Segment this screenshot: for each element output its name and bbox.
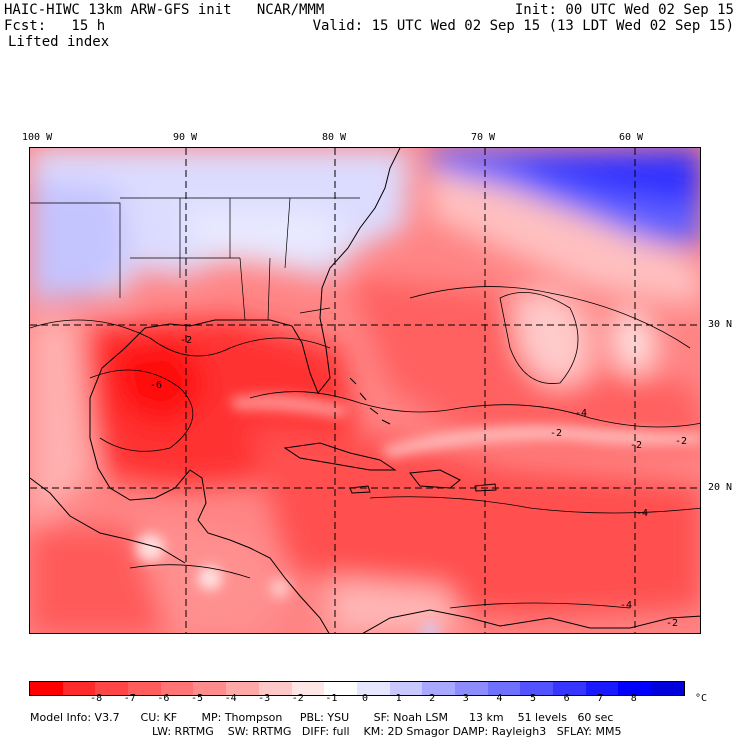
colorbar-tick-label: -3: [258, 693, 271, 704]
colorbar-unit: °C: [695, 693, 708, 704]
colorbar-tick-label: 0: [361, 693, 369, 704]
colorbar-tick-label: -5: [190, 693, 204, 704]
colorbar-tick-label: 4: [496, 693, 503, 704]
colorbar-tick-label: -4: [224, 693, 237, 704]
colorbar-swatch: [553, 682, 586, 695]
contour-label: -2: [180, 335, 192, 346]
colorbar-swatch: [454, 682, 488, 695]
contour-label: -4: [575, 408, 587, 419]
colorbar-swatch: [520, 682, 553, 695]
colorbar-tick-label: -6: [157, 693, 170, 704]
colorbar-swatch: [95, 682, 129, 695]
model-title: HAIC-HIWC 13km ARW-GFS init NCAR/MMM: [4, 2, 325, 18]
colorbar-tick-label: -1: [325, 693, 338, 704]
colorbar-tick-label: 3: [462, 693, 469, 704]
colorbar-swatch: [651, 682, 684, 695]
lat-label-20n: 20 N: [708, 482, 733, 493]
lon-label-90w: 90 W: [173, 132, 198, 143]
forecast-hour: Fcst: 15 h: [4, 18, 106, 34]
contour-label: -4: [620, 600, 632, 611]
contour-label: -2: [666, 618, 678, 629]
colorbar-swatch: [160, 682, 194, 695]
lon-label-80w: 80 W: [322, 132, 347, 143]
colorbar-swatch: [128, 682, 161, 695]
colorbar-swatch: [62, 682, 96, 695]
contour-label: -4: [636, 508, 648, 519]
lat-label-30n: 30 N: [708, 319, 733, 330]
lon-label-70w: 70 W: [471, 132, 496, 143]
colorbar-swatch: [291, 682, 325, 695]
colorbar-swatch: [226, 682, 259, 695]
colorbar-swatch: [30, 682, 63, 695]
valid-time: Valid: 15 UTC Wed 02 Sep 15 (13 LDT Wed …: [312, 18, 734, 34]
colorbar-swatch: [258, 682, 292, 695]
colorbar-tick-label: 8: [630, 693, 637, 704]
colorbar-swatch: [585, 682, 619, 695]
colorbar-swatch: [356, 682, 390, 695]
model-info-line-1: Model Info: V3.7 CU: KF MP: Thompson PBL…: [30, 711, 614, 724]
colorbar-swatch: [193, 682, 227, 695]
colorbar-tick-label: -8: [90, 693, 103, 704]
colorbar-swatch: [389, 682, 423, 695]
lon-label-100w: 100 W: [22, 132, 53, 143]
colorbar-swatch: [422, 682, 455, 695]
colorbar-swatch: [487, 682, 521, 695]
colorbar-tick-label: -7: [123, 693, 136, 704]
lon-label-60w: 60 W: [619, 132, 644, 143]
colorbar-tick-label: 2: [429, 693, 436, 704]
contour-label: -6: [150, 380, 162, 391]
colorbar-tick-label: 7: [597, 693, 604, 704]
colorbar-swatch: [324, 682, 357, 695]
colorbar-tick-label: 1: [395, 693, 402, 704]
model-info-line-2: LW: RRTMG SW: RRTMG DIFF: full KM: 2D Sm…: [152, 725, 622, 738]
colorbar-tick-label: -2: [291, 693, 304, 704]
field-name: Lifted index: [8, 34, 110, 50]
colorbar-swatch: [618, 682, 652, 695]
contour-label: -2: [630, 440, 642, 451]
colorbar: [29, 681, 685, 696]
init-time: Init: 00 UTC Wed 02 Sep 15: [514, 2, 734, 18]
contour-label: -2: [550, 428, 562, 439]
lifted-index-map: -2 -2 -4 -2 -4 -2 -4 -6 -2: [29, 147, 701, 634]
contour-label: -2: [675, 436, 687, 447]
colorbar-tick-label: 6: [563, 693, 570, 704]
colorbar-tick-label: 5: [529, 693, 537, 704]
